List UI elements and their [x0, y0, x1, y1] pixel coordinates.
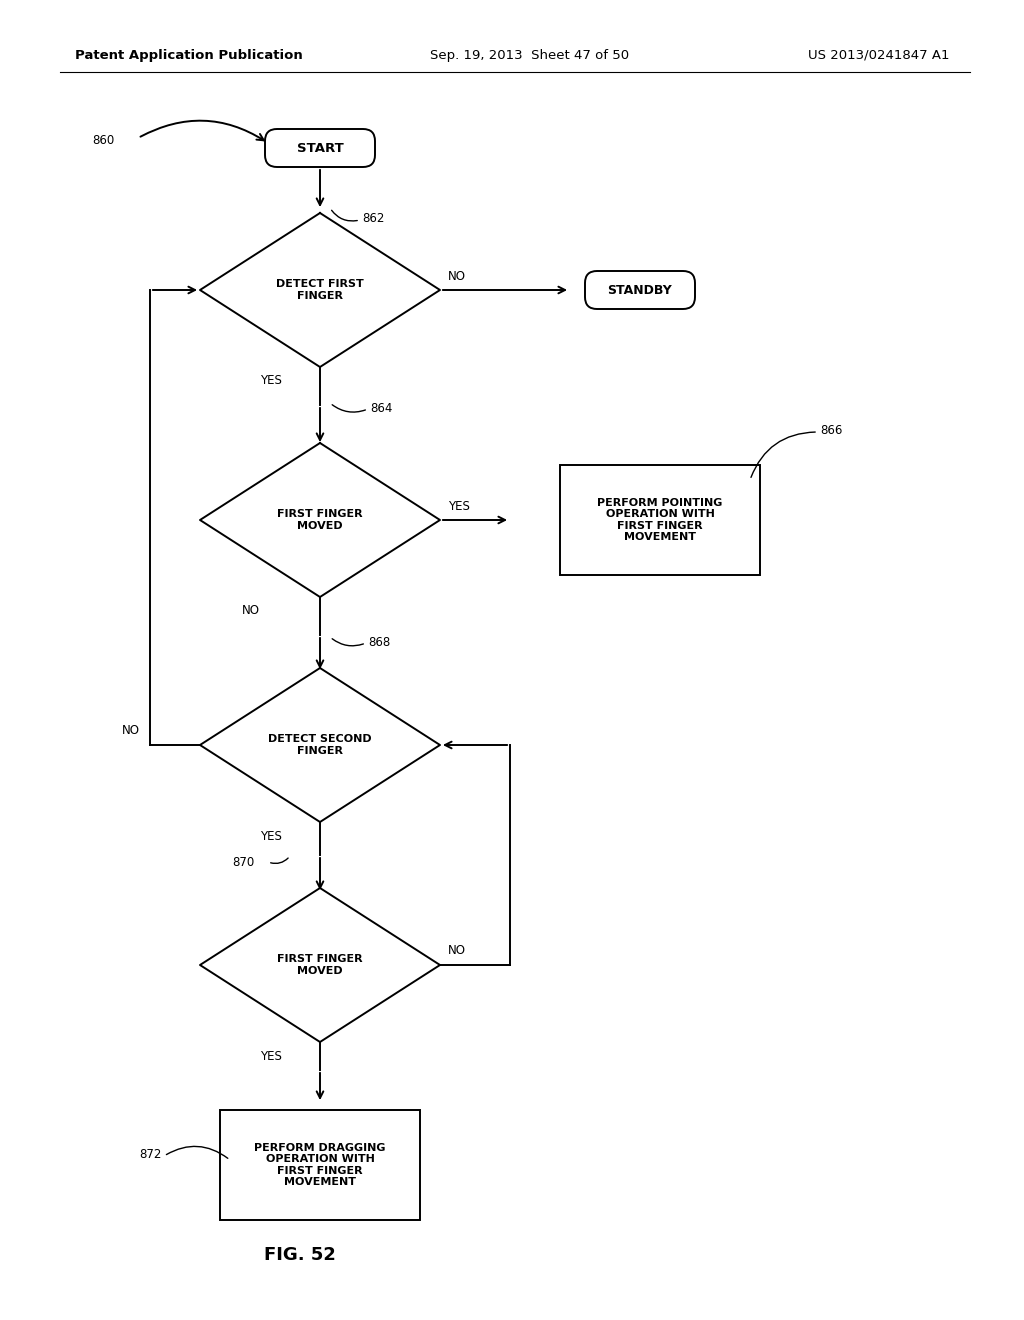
Text: US 2013/0241847 A1: US 2013/0241847 A1: [809, 49, 950, 62]
Text: PERFORM POINTING
OPERATION WITH
FIRST FINGER
MOVEMENT: PERFORM POINTING OPERATION WITH FIRST FI…: [597, 498, 723, 543]
Bar: [560, 465, 760, 576]
Text: 860: 860: [92, 133, 115, 147]
Text: Patent Application Publication: Patent Application Publication: [75, 49, 303, 62]
Text: START: START: [297, 141, 343, 154]
Text: 862: 862: [362, 211, 384, 224]
Text: FIG. 52: FIG. 52: [264, 1246, 336, 1265]
Text: NO: NO: [242, 605, 260, 618]
Text: NO: NO: [122, 723, 140, 737]
Text: 864: 864: [370, 401, 392, 414]
Text: NO: NO: [449, 945, 466, 957]
Text: YES: YES: [260, 829, 282, 842]
Text: DETECT SECOND
FINGER: DETECT SECOND FINGER: [268, 734, 372, 756]
Bar: [220, 1110, 420, 1220]
Text: YES: YES: [260, 1049, 282, 1063]
Text: YES: YES: [260, 375, 282, 388]
Text: DETECT FIRST
FINGER: DETECT FIRST FINGER: [276, 280, 364, 301]
Text: YES: YES: [449, 499, 470, 512]
FancyBboxPatch shape: [585, 271, 695, 309]
Text: NO: NO: [449, 269, 466, 282]
FancyBboxPatch shape: [265, 129, 375, 168]
Text: FIRST FINGER
MOVED: FIRST FINGER MOVED: [278, 954, 362, 975]
Text: 870: 870: [232, 855, 254, 869]
Text: STANDBY: STANDBY: [607, 284, 673, 297]
Text: FIRST FINGER
MOVED: FIRST FINGER MOVED: [278, 510, 362, 531]
Text: 872: 872: [139, 1148, 162, 1162]
Text: 868: 868: [368, 635, 390, 648]
Text: Sep. 19, 2013  Sheet 47 of 50: Sep. 19, 2013 Sheet 47 of 50: [430, 49, 629, 62]
Text: PERFORM DRAGGING
OPERATION WITH
FIRST FINGER
MOVEMENT: PERFORM DRAGGING OPERATION WITH FIRST FI…: [254, 1143, 386, 1188]
Text: 866: 866: [820, 424, 843, 437]
